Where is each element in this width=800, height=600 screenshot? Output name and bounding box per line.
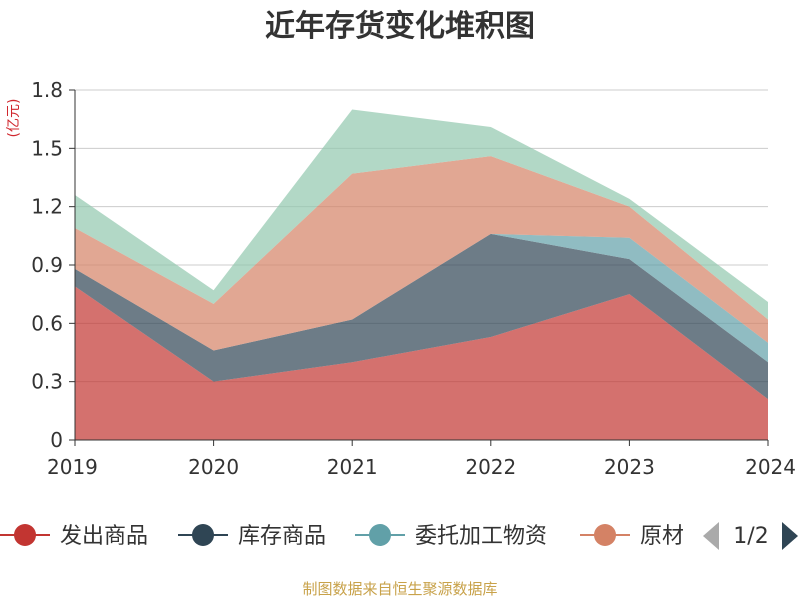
legend-marker	[369, 524, 391, 546]
y-tick-label: 1.5	[31, 136, 63, 160]
x-tick-label: 2023	[604, 455, 655, 479]
legend-marker	[192, 524, 214, 546]
y-tick-label: 0.6	[31, 311, 63, 335]
legend-label: 发出商品	[60, 524, 148, 549]
chart-title: 近年存货变化堆积图	[265, 9, 535, 44]
legend-next-arrow-icon[interactable]	[782, 522, 798, 550]
source-note: 制图数据来自恒生聚源数据库	[302, 580, 497, 598]
y-tick-label: 1.8	[31, 78, 63, 102]
legend-marker	[14, 524, 36, 546]
series-areas	[75, 109, 768, 440]
x-tick-label: 2022	[465, 455, 516, 479]
y-tick-labels: 0 0.3 0.6 0.9 1.2 1.5 1.8	[31, 78, 63, 452]
legend-items: 发出商品 库存商品 委托加工物资 原材	[0, 524, 684, 549]
series-area-0	[75, 286, 768, 440]
y-axis-unit: (亿元)	[6, 99, 22, 138]
legend-prev-arrow-icon[interactable]	[703, 522, 719, 550]
x-tick-label: 2021	[327, 455, 378, 479]
series-area-1	[75, 233, 768, 400]
series-area-4	[75, 109, 768, 320]
legend-label: 原材	[640, 524, 684, 549]
legend-pager[interactable]: 1/2	[703, 522, 798, 550]
legend-item[interactable]: 委托加工物资	[355, 524, 547, 549]
legend-item[interactable]: 库存商品	[178, 524, 326, 549]
legend[interactable]: 发出商品 库存商品 委托加工物资 原材	[0, 524, 684, 549]
y-tick-label: 1.2	[31, 195, 63, 219]
legend-page-indicator: 1/2	[733, 524, 768, 549]
y-tick-label: 0.9	[31, 253, 63, 277]
x-tick-label: 2020	[188, 455, 239, 479]
x-tick-labels: 2019 2020 2021 2022 2023 2024	[47, 440, 796, 479]
y-tick-label: 0.3	[31, 370, 63, 394]
legend-item[interactable]: 原材	[580, 524, 684, 549]
x-tick-label: 2024	[745, 455, 796, 479]
axes	[74, 90, 768, 441]
y-tick-label: 0	[50, 428, 63, 452]
legend-label: 库存商品	[238, 524, 326, 549]
legend-marker	[594, 524, 616, 546]
legend-label: 委托加工物资	[415, 524, 547, 549]
series-area-3	[75, 156, 768, 351]
legend-item[interactable]: 发出商品	[0, 524, 148, 549]
x-tick-label: 2019	[47, 455, 98, 479]
